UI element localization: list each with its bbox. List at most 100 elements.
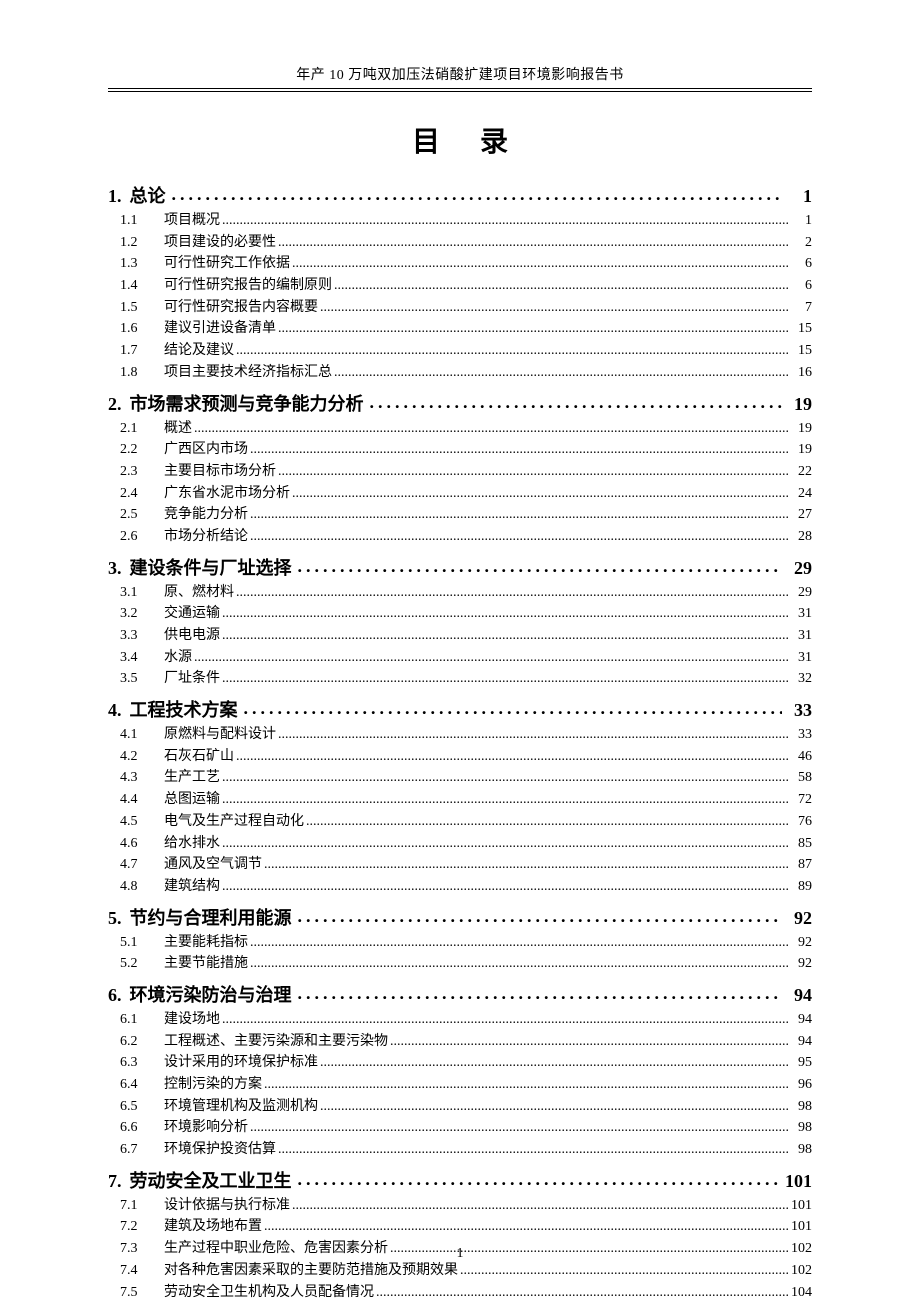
- toc-entry: 6.1建设场地94: [108, 1009, 812, 1031]
- toc-section-label: 建设条件与厂址选择: [130, 554, 298, 580]
- toc-leader: [320, 1052, 788, 1066]
- toc-entry: 3.2交通运输31: [108, 603, 812, 625]
- toc-section-label: 劳动安全及工业卫生: [130, 1167, 298, 1193]
- toc-leader: [222, 603, 788, 617]
- toc-leader: [194, 647, 788, 661]
- toc-entry-number: 7.2: [108, 1216, 164, 1238]
- toc-leader: [278, 724, 788, 738]
- toc-entry-number: 5.1: [108, 932, 164, 954]
- toc-entry: 3.5厂址条件32: [108, 668, 812, 690]
- table-of-contents: 1.总论11.1项目概况11.2项目建设的必要性21.3可行性研究工作依据61.…: [108, 182, 812, 1303]
- toc-entry: 7.1设计依据与执行标准101: [108, 1195, 812, 1217]
- running-header: 年产 10 万吨双加压法硝酸扩建项目环境影响报告书: [108, 64, 812, 89]
- toc-entry-label: 给水排水: [164, 833, 222, 855]
- toc-entry-page: 89: [788, 876, 812, 898]
- toc-entry-page: 31: [788, 625, 812, 647]
- toc-entry-page: 22: [788, 461, 812, 483]
- toc-entry: 4.1原燃料与配料设计33: [108, 724, 812, 746]
- toc-entry-page: 95: [788, 1052, 812, 1074]
- toc-entry-page: 85: [788, 833, 812, 855]
- toc-section-number: 1.: [108, 186, 130, 207]
- toc-section-label: 节约与合理利用能源: [130, 904, 298, 930]
- toc-entry-label: 环境影响分析: [164, 1117, 250, 1139]
- toc-entry-page: 33: [788, 724, 812, 746]
- toc-entry-label: 可行性研究工作依据: [164, 253, 292, 275]
- toc-entry-label: 水源: [164, 647, 194, 669]
- toc-leader: [292, 483, 788, 497]
- toc-entry-label: 建筑结构: [164, 876, 222, 898]
- toc-entry-label: 广东省水泥市场分析: [164, 483, 292, 505]
- toc-entry-label: 建设场地: [164, 1009, 222, 1031]
- toc-leader: [298, 983, 783, 1001]
- toc-entry-number: 4.1: [108, 724, 164, 746]
- toc-entry-label: 设计采用的环境保护标准: [164, 1052, 320, 1074]
- toc-entry: 1.5可行性研究报告内容概要7: [108, 297, 812, 319]
- toc-entry-number: 6.4: [108, 1074, 164, 1096]
- toc-entry: 1.6建议引进设备清单15: [108, 318, 812, 340]
- toc-section-page: 94: [782, 985, 812, 1006]
- toc-entry-number: 3.3: [108, 625, 164, 647]
- toc-entry-number: 3.1: [108, 582, 164, 604]
- toc-section-heading: 2.市场需求预测与竞争能力分析19: [108, 390, 812, 416]
- toc-entry-number: 5.2: [108, 953, 164, 975]
- toc-entry: 7.5劳动安全卫生机构及人员配备情况104: [108, 1282, 812, 1303]
- toc-entry-number: 2.2: [108, 439, 164, 461]
- toc-leader: [250, 504, 788, 518]
- toc-section-number: 2.: [108, 394, 130, 415]
- toc-entry: 5.2主要节能措施92: [108, 953, 812, 975]
- toc-entry: 5.1主要能耗指标92: [108, 932, 812, 954]
- toc-entry-number: 3.5: [108, 668, 164, 690]
- toc-entry-number: 4.5: [108, 811, 164, 833]
- toc-entry-label: 结论及建议: [164, 340, 236, 362]
- toc-entry-label: 劳动安全卫生机构及人员配备情况: [164, 1282, 376, 1303]
- toc-leader: [298, 906, 783, 924]
- toc-entry-page: 27: [788, 504, 812, 526]
- toc-entry-page: 31: [788, 647, 812, 669]
- toc-leader: [222, 1009, 788, 1023]
- toc-entry-label: 建议引进设备清单: [164, 318, 278, 340]
- toc-section-heading: 6.环境污染防治与治理94: [108, 981, 812, 1007]
- toc-entry-page: 96: [788, 1074, 812, 1096]
- toc-entry-number: 3.2: [108, 603, 164, 625]
- toc-entry: 4.2石灰石矿山46: [108, 746, 812, 768]
- toc-entry-label: 主要目标市场分析: [164, 461, 278, 483]
- toc-entry: 4.3生产工艺58: [108, 767, 812, 789]
- toc-entry: 6.7环境保护投资估算98: [108, 1139, 812, 1161]
- header-rule: [108, 91, 812, 92]
- toc-entry-label: 工程概述、主要污染源和主要污染物: [164, 1031, 390, 1053]
- toc-section-page: 19: [782, 394, 812, 415]
- toc-entry: 2.1概述19: [108, 418, 812, 440]
- toc-entry-number: 3.4: [108, 647, 164, 669]
- toc-entry: 1.4可行性研究报告的编制原则6: [108, 275, 812, 297]
- toc-section-number: 5.: [108, 908, 130, 929]
- toc-leader: [390, 1031, 788, 1045]
- toc-entry-number: 1.1: [108, 210, 164, 232]
- toc-entry-label: 可行性研究报告内容概要: [164, 297, 320, 319]
- toc-entry-page: 98: [788, 1139, 812, 1161]
- toc-entry-page: 104: [788, 1282, 812, 1303]
- toc-entry-page: 92: [788, 953, 812, 975]
- toc-entry-number: 2.4: [108, 483, 164, 505]
- toc-leader: [278, 1139, 788, 1153]
- toc-entry: 3.1原、燃材料29: [108, 582, 812, 604]
- toc-entry-label: 项目主要技术经济指标汇总: [164, 362, 334, 384]
- toc-leader: [264, 1216, 788, 1230]
- toc-section-page: 101: [779, 1171, 812, 1192]
- toc-leader: [264, 1074, 788, 1088]
- toc-section-label: 总论: [130, 182, 172, 208]
- toc-section-number: 7.: [108, 1171, 130, 1192]
- toc-entry-page: 102: [788, 1260, 812, 1282]
- toc-entry-page: 31: [788, 603, 812, 625]
- toc-entry: 6.3设计采用的环境保护标准95: [108, 1052, 812, 1074]
- toc-leader: [334, 275, 788, 289]
- toc-entry-label: 厂址条件: [164, 668, 222, 690]
- toc-entry-number: 4.7: [108, 854, 164, 876]
- toc-entry: 4.7通风及空气调节87: [108, 854, 812, 876]
- toc-entry-label: 可行性研究报告的编制原则: [164, 275, 334, 297]
- toc-entry-number: 1.4: [108, 275, 164, 297]
- toc-leader: [298, 556, 783, 574]
- toc-entry-label: 电气及生产过程自动化: [164, 811, 306, 833]
- toc-entry-label: 设计依据与执行标准: [164, 1195, 292, 1217]
- toc-leader: [370, 392, 783, 410]
- toc-leader: [236, 582, 788, 596]
